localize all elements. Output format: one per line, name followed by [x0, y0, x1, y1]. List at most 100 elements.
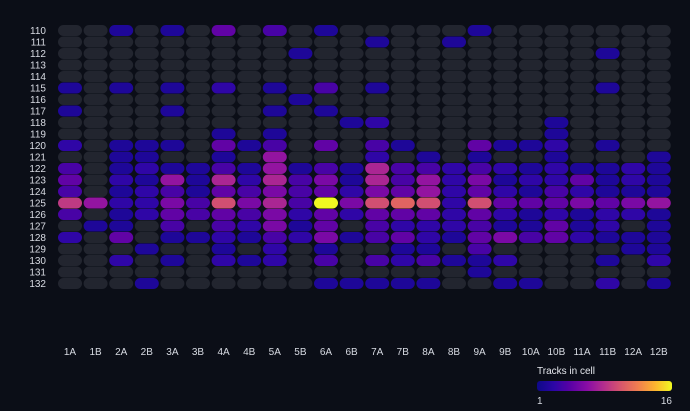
heatmap-cell [570, 186, 594, 197]
heatmap-cell [595, 140, 620, 151]
heatmap-cell [570, 71, 594, 82]
heatmap-cell [646, 266, 671, 278]
heatmap-cell [339, 197, 364, 209]
heatmap-cell [416, 174, 441, 186]
heatmap-cell [186, 174, 210, 186]
y-tick-label: 115 [30, 84, 46, 95]
heatmap-cell [570, 25, 594, 36]
heatmap-cell [109, 59, 134, 71]
heatmap-cell [58, 117, 82, 128]
heatmap-cell [570, 174, 594, 186]
heatmap-cell [416, 151, 441, 163]
x-axis-labels: 1A 1B 2A 2B 3A 3B 4A 4B 5A 5B 6A 6B 7A 7B 8A 8B 9A 9B 10A 1… [64, 347, 668, 358]
heatmap-cell [646, 174, 671, 186]
heatmap-cell [58, 94, 82, 105]
heatmap-cell [621, 232, 646, 243]
heatmap-cell [621, 140, 646, 151]
heatmap-cell [365, 82, 390, 94]
heatmap-cell [390, 163, 415, 174]
heatmap-cell [416, 36, 441, 48]
legend-max-label: 16 [661, 396, 673, 407]
heatmap-cell [83, 105, 108, 117]
heatmap-cell [518, 82, 543, 94]
heatmap-cell [595, 151, 620, 163]
x-tick-label: 1B [89, 347, 102, 358]
heatmap-cell [237, 278, 262, 289]
heatmap-cell [237, 117, 262, 128]
x-tick-label: 8B [448, 347, 461, 358]
heatmap-cell [109, 163, 134, 174]
heatmap-cell [237, 163, 262, 174]
heatmap-cell [493, 278, 518, 289]
heatmap-cell [109, 36, 134, 48]
heatmap-cell [416, 209, 441, 220]
heatmap-cell [339, 232, 364, 243]
heatmap-cell [518, 197, 543, 209]
heatmap-cell [83, 209, 108, 220]
heatmap-cell [160, 255, 185, 266]
heatmap-cell [518, 209, 543, 220]
heatmap-cell [570, 117, 594, 128]
heatmap-cell [83, 266, 108, 278]
heatmap-cell [262, 105, 287, 117]
y-tick-label: 128 [29, 233, 46, 244]
heatmap-cell [621, 209, 646, 220]
heatmap-cell [83, 128, 108, 140]
heatmap-cell [416, 117, 441, 128]
heatmap-cell [544, 278, 569, 289]
heatmap-cell [58, 197, 82, 209]
heatmap-cell [442, 174, 466, 186]
heatmap-cell [493, 266, 518, 278]
heatmap-cell [442, 266, 466, 278]
heatmap-cell [570, 105, 594, 117]
heatmap-cell [621, 197, 646, 209]
heatmap-cell [134, 59, 159, 71]
heatmap-cell [467, 94, 492, 105]
heatmap-cell [518, 163, 543, 174]
heatmap-cell [646, 278, 671, 289]
heatmap-cell [339, 48, 364, 59]
heatmap-cell [186, 48, 210, 59]
y-tick-label: 118 [30, 118, 46, 129]
legend-min-label: 1 [537, 396, 543, 407]
heatmap-cell [646, 117, 671, 128]
heatmap-cell [595, 105, 620, 117]
heatmap-cell [442, 151, 466, 163]
heatmap-cell [544, 197, 569, 209]
heatmap-cell [83, 163, 108, 174]
heatmap-cell [288, 197, 313, 209]
heatmap-cell [134, 36, 159, 48]
heatmap-cell [288, 36, 313, 48]
heatmap-cell [83, 186, 108, 197]
heatmap-cell [442, 278, 466, 289]
heatmap-cell [595, 220, 620, 232]
heatmap-cell [544, 128, 569, 140]
heatmap-cell [211, 232, 236, 243]
heatmap-cell [134, 71, 159, 82]
heatmap-cell [339, 266, 364, 278]
heatmap-cell [288, 71, 313, 82]
heatmap-cell [83, 278, 108, 289]
heatmap-cell [416, 186, 441, 197]
heatmap-cell [288, 243, 313, 255]
heatmap-cell [621, 163, 646, 174]
heatmap-cell [288, 117, 313, 128]
heatmap-cell [339, 255, 364, 266]
heatmap-cell [493, 71, 518, 82]
heatmap-cell [186, 232, 210, 243]
heatmap-cell [621, 59, 646, 71]
heatmap-cell [160, 94, 185, 105]
x-tick-label: 9A [473, 347, 486, 358]
y-tick-label: 114 [30, 72, 46, 83]
heatmap-cell [390, 140, 415, 151]
heatmap-cell [109, 266, 134, 278]
heatmap-cell [518, 128, 543, 140]
y-tick-label: 126 [29, 210, 46, 221]
heatmap-cell [109, 255, 134, 266]
heatmap-cell [314, 209, 338, 220]
heatmap-cell [467, 278, 492, 289]
heatmap-cell [339, 163, 364, 174]
heatmap-cell [186, 151, 210, 163]
heatmap-cell [109, 117, 134, 128]
heatmap-cell [58, 243, 82, 255]
